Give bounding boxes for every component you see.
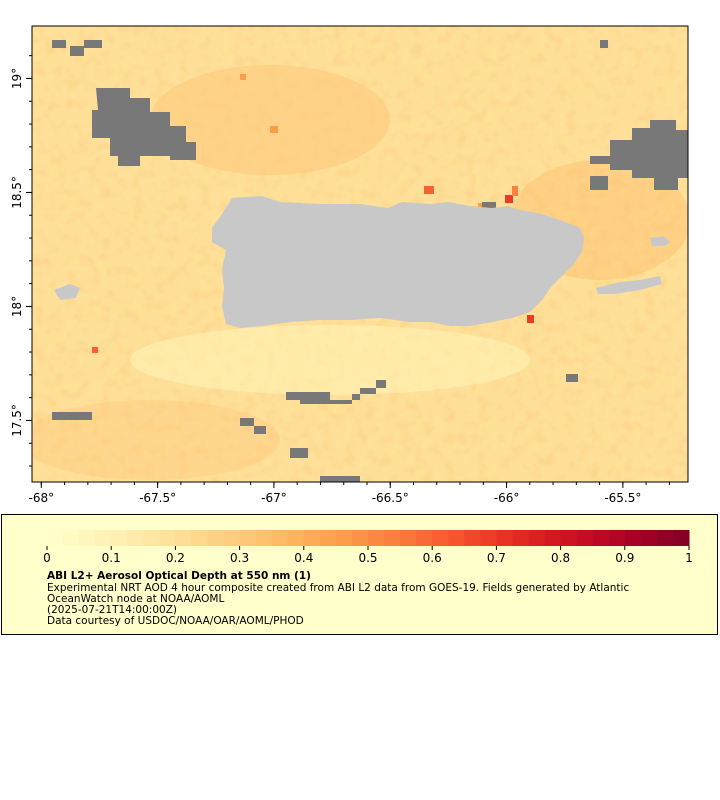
no-data-areas [52, 40, 688, 482]
lat-tick-label: 18.5° [10, 176, 24, 209]
mona-island [54, 284, 80, 300]
legend-credit: Data courtesy of USDOC/NOAA/OAR/AOML/PHO… [47, 615, 304, 627]
aod-high-region [150, 65, 390, 175]
culebra-island [650, 236, 670, 246]
vieques-island [596, 276, 662, 294]
lon-tick-label: -66.5° [372, 491, 409, 505]
legend-description-line1: Experimental NRT AOD 4 hour composite cr… [47, 582, 630, 594]
aod-high-region-south [32, 400, 280, 480]
lon-tick-label: -67.5° [139, 491, 176, 505]
puerto-rico [212, 196, 584, 328]
legend-title: ABI L2+ Aerosol Optical Depth at 550 nm … [47, 570, 311, 582]
latitude-axis: 17.5° 18° 18.5° 19° [10, 55, 32, 467]
lat-tick-label: 17.5° [10, 404, 24, 437]
land-areas [54, 196, 670, 328]
lon-tick-label: -67° [261, 491, 287, 505]
legend-description-line2: OceanWatch node at NOAA/AOML [47, 593, 225, 605]
lon-tick-label: -65.5° [604, 491, 641, 505]
lat-tick-label: 19° [10, 68, 24, 89]
legend-date: (2025-07-21T14:00:00Z) [47, 604, 177, 616]
aod-low-region [130, 325, 530, 395]
longitude-axis: -68° -67.5° -67° -66.5° -66° -65.5° [29, 482, 670, 505]
map-canvas: -68° -67.5° -67° -66.5° -66° -65.5° 17.5°18°1… [10, 25, 689, 505]
lon-tick-label: -66° [494, 491, 520, 505]
lat-tick-label: 18° [10, 296, 24, 317]
map-frame [31, 25, 689, 483]
lon-tick-label: -68° [29, 491, 55, 505]
aod-map: -68° -67.5° -67° -66.5° -66° -65.5° 17.5° 18° 1… [10, 25, 689, 505]
